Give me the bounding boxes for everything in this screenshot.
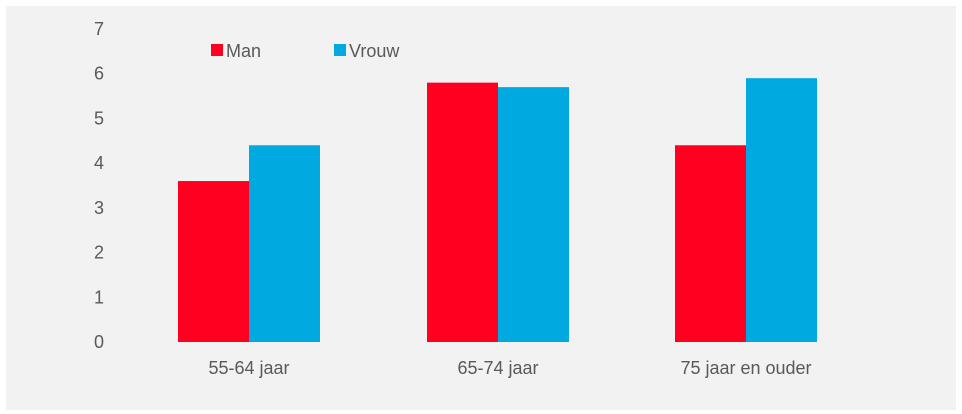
y-tick-label: 7	[94, 19, 104, 39]
bars	[178, 78, 817, 343]
x-tick-label: 65-74 jaar	[457, 358, 538, 378]
legend: Man Vrouw	[211, 41, 400, 61]
y-tick-label: 3	[94, 198, 104, 218]
x-tick-label: 55-64 jaar	[208, 358, 289, 378]
y-tick-label: 2	[94, 243, 104, 263]
bar-man-0	[178, 181, 249, 342]
y-tick-label: 5	[94, 108, 104, 128]
y-tick-label: 1	[94, 287, 104, 307]
x-tick-label: 75 jaar en ouder	[680, 358, 811, 378]
y-axis: 0 1 2 3 4 5 6 7	[94, 19, 104, 352]
legend-swatch-man	[211, 44, 223, 56]
y-tick-label: 6	[94, 64, 104, 84]
bar-vrouw-0	[249, 145, 320, 342]
y-tick-label: 4	[94, 153, 104, 173]
x-axis: 55-64 jaar 65-74 jaar 75 jaar en ouder	[208, 358, 811, 378]
bar-man-1	[427, 82, 498, 343]
legend-label-man: Man	[226, 41, 261, 61]
y-tick-label: 0	[94, 332, 104, 352]
bar-vrouw-2	[746, 78, 817, 342]
legend-label-vrouw: Vrouw	[349, 41, 400, 61]
legend-swatch-vrouw	[334, 44, 346, 56]
bar-man-2	[675, 145, 746, 342]
bar-vrouw-1	[498, 87, 569, 342]
